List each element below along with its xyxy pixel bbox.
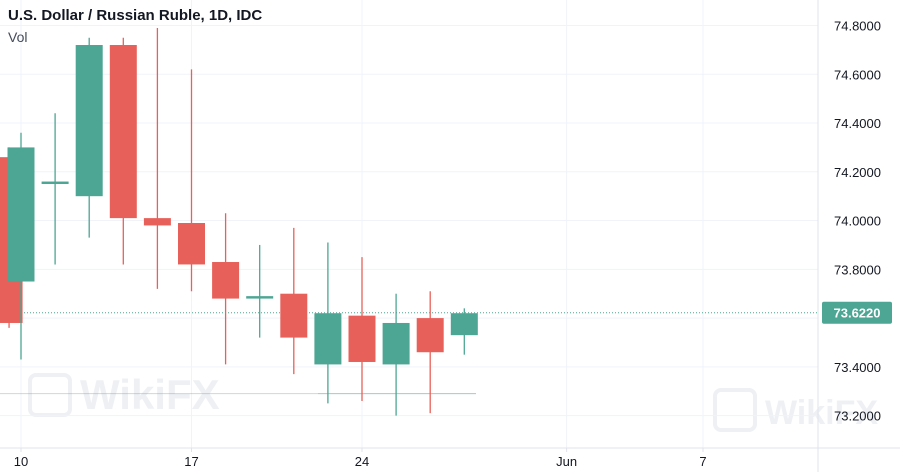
price-badge-background xyxy=(822,301,892,324)
candle-down[interactable] xyxy=(212,213,240,365)
candle-up[interactable] xyxy=(450,308,478,355)
price-tick-label: 74.6000 xyxy=(834,67,881,82)
price-tick-label: 74.4000 xyxy=(834,116,881,131)
candle-up[interactable] xyxy=(75,37,103,238)
candle-down[interactable] xyxy=(280,227,308,375)
candles-layer[interactable] xyxy=(0,27,478,416)
time-tick-label: 24 xyxy=(355,454,369,469)
candle-body xyxy=(280,293,308,338)
candle-up[interactable] xyxy=(41,113,69,265)
candle-body xyxy=(7,147,35,282)
price-tick-label: 74.0000 xyxy=(834,214,881,229)
candle-up[interactable] xyxy=(314,242,342,404)
candle-down[interactable] xyxy=(109,37,137,265)
chart-title: U.S. Dollar / Russian Ruble, 1D, IDC xyxy=(8,7,262,24)
candle-body xyxy=(212,262,240,299)
candle-up[interactable] xyxy=(382,293,410,416)
watermark-text: WikiFX xyxy=(80,371,220,418)
candle-up[interactable] xyxy=(7,132,35,360)
price-tick-label: 73.2000 xyxy=(834,409,881,424)
watermark-logo-icon xyxy=(28,373,72,417)
price-badge-label: 73.6220 xyxy=(834,306,881,321)
price-tick-label: 73.8000 xyxy=(834,262,881,277)
time-tick-label: Jun xyxy=(556,454,577,469)
candle-body xyxy=(75,45,103,197)
time-tick-label: 17 xyxy=(184,454,198,469)
candle-body xyxy=(416,318,444,353)
candle-body xyxy=(348,315,376,362)
candle-down[interactable] xyxy=(178,69,205,292)
candle-body xyxy=(314,313,342,365)
candle-body xyxy=(382,322,410,365)
price-tick-label: 74.8000 xyxy=(834,19,881,34)
price-tick-label: 73.4000 xyxy=(834,360,881,375)
candle-body xyxy=(41,181,69,184)
candle-body xyxy=(143,218,171,226)
price-axis[interactable]: 74.8000 74.6000 74.4000 74.2000 74.0000 73.80… xyxy=(834,19,881,424)
candle-body xyxy=(109,45,137,219)
price-tick-label: 74.2000 xyxy=(834,165,881,180)
candle-down[interactable] xyxy=(143,27,171,289)
current-price-badge: 73.6220 xyxy=(822,301,892,324)
candle-body xyxy=(246,296,274,299)
time-tick-label: 7 xyxy=(699,454,706,469)
time-axis[interactable]: 10 17 24 Jun 7 xyxy=(14,448,707,469)
watermark-layer: WikiFX WikiFX xyxy=(28,371,878,432)
candle-down[interactable] xyxy=(416,291,444,414)
watermark-text: WikiFX xyxy=(765,394,878,432)
candle-body xyxy=(178,223,205,265)
watermark-logo-icon xyxy=(713,388,757,432)
candle-up[interactable] xyxy=(246,244,274,338)
candle-down[interactable] xyxy=(348,257,376,401)
candle-body xyxy=(450,313,478,336)
time-tick-label: 10 xyxy=(14,454,28,469)
volume-label: Vol xyxy=(8,29,27,45)
